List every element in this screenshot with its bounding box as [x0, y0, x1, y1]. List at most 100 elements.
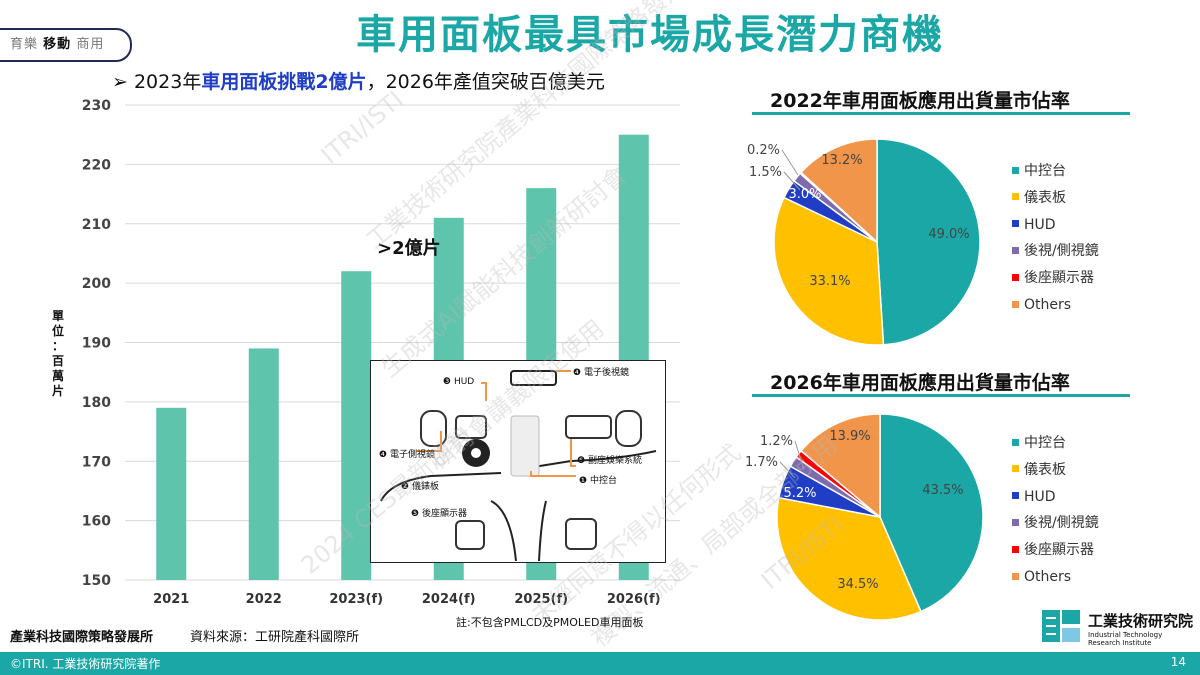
subtitle-highlight: 車用面板挑戰2億片	[201, 71, 367, 93]
pie1-legend: 中控台儀表板 HUD 後視/側視鏡 後座顯示器 Others	[1012, 162, 1162, 322]
legend-label: HUD	[1024, 488, 1056, 505]
legend-swatch	[1012, 438, 1019, 446]
pie1-title: 2022年車用面板應用出貨量市佔率	[770, 90, 1070, 112]
y-tick-label: 150	[82, 573, 111, 589]
legend-item: HUD	[1012, 216, 1056, 234]
legend-item: HUD	[1012, 488, 1056, 506]
legend-label: Others	[1024, 569, 1072, 585]
y-axis-label: 單位：百萬片	[52, 309, 64, 398]
subtitle-bullet: ➢	[112, 71, 128, 93]
badge-right: 商用	[76, 37, 105, 52]
legend-item: 後座顯示器	[1012, 269, 1094, 287]
x-tick-label: 2023(f)	[329, 592, 383, 607]
badge-left: 育樂	[10, 37, 39, 52]
y-tick-label: 200	[82, 276, 111, 292]
legend-item: 中控台	[1012, 434, 1066, 452]
pie2-legend: 中控台儀表板 HUD 後視/側視鏡後座顯示器 Others	[1012, 434, 1162, 594]
pie-slice	[776, 496, 922, 621]
legend-label: 後座顯示器	[1024, 270, 1094, 287]
legend-item: 中控台	[1012, 162, 1066, 180]
pie-value-label: 33.1%	[809, 274, 850, 289]
y-tick-label: 230	[82, 98, 111, 114]
page-number: 14	[1170, 655, 1186, 669]
chart-footnote: 註:不包含PMLCD及PMOLED車用面板	[456, 616, 644, 629]
x-tick-label: 2025(f)	[514, 592, 568, 607]
pie2-title: 2026年車用面板應用出貨量市佔率	[770, 372, 1070, 394]
pie-value-label: 13.9%	[829, 429, 870, 444]
bar	[248, 348, 279, 580]
x-tick-label: 2022	[246, 592, 282, 607]
y-tick-label: 160	[82, 514, 111, 530]
legend-item: Others	[1012, 296, 1071, 314]
x-tick-label: 2021	[153, 592, 189, 607]
car-display-diagram: ❸ HUD ❹ 電子後視鏡 ❹ 電子側視鏡 ❷ 儀錶板 ❺ 後座顯示器 ❻ 副座…	[370, 360, 666, 563]
legend-swatch	[1012, 465, 1019, 473]
y-tick-label: 210	[82, 217, 111, 233]
legend-swatch	[1012, 193, 1019, 201]
pie-slice	[773, 196, 885, 346]
car-outline	[380, 370, 657, 561]
pie-chart-2022: 49.0% 33.1% 3.0% 1.5% 0.2% 13.2%	[747, 138, 981, 346]
subtitle: ➢ 2023年車用面板挑戰2億片，2026年產值突破百億美元	[112, 67, 605, 94]
legend-item: 儀表板	[1012, 461, 1066, 479]
section-badge: 育樂 移動 商用	[0, 28, 132, 62]
legend-item: 儀表板	[1012, 189, 1066, 207]
y-tick-label: 170	[82, 454, 111, 470]
legend-swatch	[1012, 166, 1019, 174]
badge-mid: 移動	[43, 37, 72, 52]
legend-label: 後座顯示器	[1024, 542, 1094, 559]
pie-leader-line	[783, 171, 801, 191]
pie-leader-line	[781, 149, 799, 176]
pie-slice	[876, 138, 981, 346]
legend-swatch	[1012, 492, 1019, 500]
inset-label-mirror: ❹ 電子後視鏡	[573, 368, 629, 378]
legend-label: Others	[1024, 297, 1072, 313]
legend-label: 儀表板	[1024, 461, 1066, 478]
legend-swatch	[1012, 300, 1019, 308]
subtitle-part1: 2023年	[133, 71, 202, 93]
inset-label-hud: ❸ HUD	[443, 377, 475, 387]
pie-value-label: 0.2%	[747, 143, 780, 158]
page-title: 車用面板最具市場成長潛力商機	[356, 12, 944, 58]
footer-bar	[0, 652, 1200, 675]
pie-value-label: 49.0%	[928, 227, 969, 242]
y-tick-label: 180	[82, 395, 111, 411]
pie-chart-2026: 43.5% 34.5% 5.2% 1.7% 1.2% 13.9%	[745, 413, 984, 621]
inset-label-center: ❶ 中控台	[579, 476, 617, 486]
itri-logo-text: 工業技術研究院 Industrial Technology Research I…	[1088, 612, 1194, 647]
pie-leader-line	[779, 461, 796, 479]
x-tick-label: 2026(f)	[607, 592, 661, 607]
bar	[156, 407, 187, 580]
x-tick-label: 2024(f)	[422, 592, 476, 607]
legend-item: Others	[1012, 568, 1071, 586]
pie-value-label: 13.2%	[821, 153, 862, 168]
footer-copyright: ©ITRI. 工業技術研究院著作	[10, 657, 161, 671]
itri-logo-icon	[1042, 610, 1080, 642]
legend-swatch	[1012, 518, 1019, 526]
pie-value-label: 34.5%	[837, 577, 878, 592]
pie-value-label: 43.5%	[922, 483, 963, 498]
pie-value-label: 1.5%	[749, 165, 782, 180]
legend-label: 儀表板	[1024, 189, 1066, 206]
pie2-title-rule	[752, 394, 1130, 397]
inset-label-rear: ❺ 後座顯示器	[411, 509, 467, 519]
legend-label: 後視/側視鏡	[1024, 243, 1099, 260]
pie-value-label: 3.0%	[788, 187, 821, 202]
legend-label: 中控台	[1024, 435, 1066, 451]
legend-label: 中控台	[1024, 163, 1066, 179]
legend-item: 後視/側視鏡	[1012, 242, 1099, 260]
pie-value-label: 1.2%	[760, 434, 793, 449]
legend-item: 後視/側視鏡	[1012, 514, 1099, 532]
data-source: 資料來源：工研院產科國際所	[190, 630, 360, 645]
pie-value-label: 1.7%	[745, 455, 778, 470]
pie1-title-rule	[752, 112, 1130, 115]
inset-label-cluster: ❷ 儀錶板	[401, 482, 439, 492]
y-tick-label: 190	[82, 336, 111, 352]
bar	[341, 271, 372, 580]
pie-leader-line	[794, 440, 805, 471]
legend-swatch	[1012, 220, 1019, 228]
legend-swatch	[1012, 572, 1019, 580]
legend-swatch	[1012, 246, 1019, 254]
legend-item: 後座顯示器	[1012, 541, 1094, 559]
legend-swatch	[1012, 273, 1019, 281]
